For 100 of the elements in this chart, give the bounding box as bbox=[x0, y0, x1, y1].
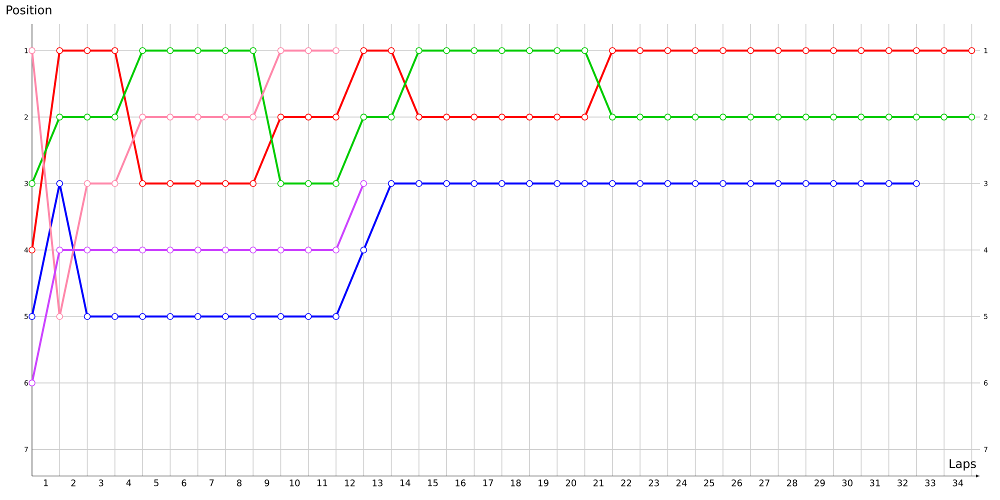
point bbox=[250, 246, 257, 254]
point bbox=[968, 114, 976, 120]
point bbox=[498, 114, 506, 120]
point bbox=[720, 114, 726, 120]
x-tick-label: 16 bbox=[456, 480, 466, 486]
point bbox=[194, 246, 202, 254]
point bbox=[858, 180, 865, 187]
point bbox=[885, 47, 892, 54]
x-tick-label: 13 bbox=[372, 480, 382, 486]
point bbox=[720, 180, 726, 187]
point bbox=[443, 47, 450, 54]
x-tick-label: 29 bbox=[814, 480, 825, 486]
point bbox=[830, 180, 837, 187]
x-tick-label: 8 bbox=[237, 480, 242, 486]
point bbox=[609, 47, 616, 54]
point bbox=[112, 246, 118, 254]
point bbox=[526, 47, 533, 54]
point bbox=[28, 47, 36, 54]
x-tick-label: 3 bbox=[98, 480, 104, 486]
point bbox=[360, 180, 368, 187]
x-tick-label: 14 bbox=[400, 480, 410, 486]
point bbox=[166, 180, 174, 187]
point bbox=[56, 313, 64, 320]
x-tick-label: 22 bbox=[621, 480, 632, 486]
point bbox=[332, 313, 340, 320]
point bbox=[194, 313, 202, 320]
point bbox=[139, 246, 146, 254]
x-tick-label: 12 bbox=[345, 480, 355, 486]
point bbox=[360, 47, 368, 54]
point bbox=[250, 313, 257, 320]
point bbox=[774, 180, 782, 187]
point bbox=[388, 47, 395, 54]
x-tick-label: 20 bbox=[566, 480, 576, 486]
point bbox=[416, 180, 422, 187]
x-tick-label: 4 bbox=[126, 480, 132, 486]
x-tick-label: 31 bbox=[870, 480, 880, 486]
point bbox=[277, 313, 284, 320]
point bbox=[554, 180, 561, 187]
point bbox=[304, 313, 312, 320]
point bbox=[250, 114, 257, 120]
x-tick-label: 11 bbox=[317, 480, 328, 486]
point bbox=[774, 114, 782, 120]
point bbox=[28, 246, 36, 254]
x-tick-label: 30 bbox=[842, 480, 852, 486]
point bbox=[416, 114, 422, 120]
point bbox=[416, 47, 422, 54]
point bbox=[747, 47, 754, 54]
point bbox=[332, 246, 340, 254]
point bbox=[194, 114, 202, 120]
x-tick-label: 26 bbox=[732, 480, 742, 486]
point bbox=[443, 114, 450, 120]
point bbox=[664, 47, 672, 54]
point bbox=[139, 47, 146, 54]
point bbox=[609, 180, 616, 187]
point bbox=[388, 114, 395, 120]
x-tick-label: 1 bbox=[44, 480, 48, 486]
point bbox=[609, 114, 616, 120]
point bbox=[498, 47, 506, 54]
point bbox=[554, 114, 561, 120]
point bbox=[581, 47, 588, 54]
point bbox=[28, 380, 36, 386]
x-tick-label: 32 bbox=[898, 480, 908, 486]
point bbox=[636, 114, 644, 120]
x-tick-label: 17 bbox=[483, 480, 493, 486]
point bbox=[56, 246, 64, 254]
point bbox=[968, 47, 976, 54]
point bbox=[84, 180, 91, 187]
y-axis-title: Position bbox=[6, 5, 52, 14]
point bbox=[747, 114, 754, 120]
point bbox=[664, 180, 672, 187]
point bbox=[913, 180, 920, 187]
point bbox=[885, 180, 892, 187]
point bbox=[913, 114, 920, 120]
point bbox=[332, 47, 340, 54]
point bbox=[554, 47, 561, 54]
point bbox=[498, 180, 506, 187]
x-tick-label: 2 bbox=[71, 480, 76, 486]
point bbox=[692, 114, 699, 120]
x-tick-label: 10 bbox=[290, 480, 300, 486]
point bbox=[360, 114, 368, 120]
point bbox=[194, 180, 202, 187]
x-tick-label: 15 bbox=[428, 480, 438, 486]
x-tick-label: 18 bbox=[510, 480, 521, 486]
x-tick-label: 24 bbox=[676, 480, 687, 486]
point bbox=[332, 114, 340, 120]
x-axis-title: Laps bbox=[950, 459, 976, 470]
point bbox=[139, 114, 146, 120]
point bbox=[304, 114, 312, 120]
x-tick-label: 21 bbox=[594, 480, 604, 486]
point bbox=[166, 114, 174, 120]
point bbox=[222, 47, 229, 54]
point bbox=[692, 180, 699, 187]
point bbox=[304, 47, 312, 54]
point bbox=[692, 47, 699, 54]
point bbox=[56, 47, 64, 54]
x-tick-label: 6 bbox=[182, 480, 186, 486]
point bbox=[84, 313, 91, 320]
point bbox=[194, 47, 202, 54]
x-tick-label: 19 bbox=[538, 480, 548, 486]
point bbox=[222, 114, 229, 120]
